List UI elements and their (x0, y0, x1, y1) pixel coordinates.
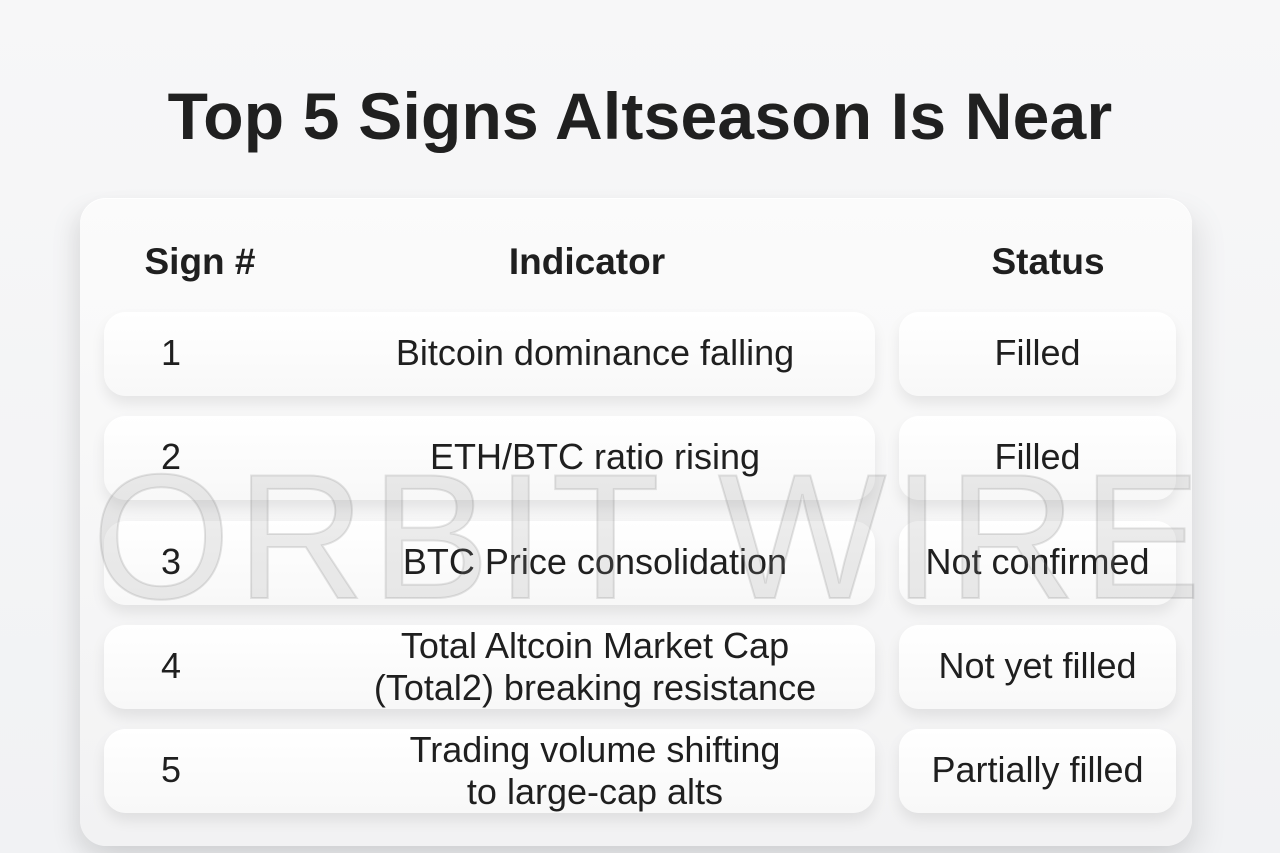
row-main-card (104, 312, 875, 396)
sign-number: 1 (160, 332, 182, 373)
row-status-card (899, 521, 1176, 605)
sign-number: 3 (160, 541, 182, 582)
status-text: Not yet filled (938, 645, 1137, 686)
signs-table: Sign # Indicator Status 1 Bitcoin domina… (80, 198, 1192, 846)
indicator-text: Total Altcoin Market Cap (Total2) breaki… (373, 625, 817, 708)
table-rows: 1 Bitcoin dominance falling Filled 2 ETH… (80, 198, 1192, 846)
table-row: 4 Total Altcoin Market Cap (Total2) brea… (80, 625, 1192, 711)
row-main-card (104, 521, 875, 605)
row-status-card (899, 625, 1176, 709)
row-main-card (104, 416, 875, 500)
row-status-card (899, 312, 1176, 396)
status-text: Not confirmed (925, 541, 1150, 582)
page-title: Top 5 Signs Altseason Is Near (167, 79, 1113, 153)
row-status-card (899, 416, 1176, 500)
header-status: Status (991, 241, 1105, 282)
table-row: 1 Bitcoin dominance falling Filled (80, 312, 1192, 398)
indicator-text: BTC Price consolidation (402, 541, 788, 582)
sign-number: 4 (160, 645, 182, 686)
sign-number: 5 (160, 749, 182, 790)
status-text: Partially filled (931, 749, 1144, 790)
row-main-card (104, 625, 875, 709)
sign-number: 2 (160, 436, 182, 477)
indicator-text: Bitcoin dominance falling (395, 332, 795, 373)
header-indicator: Indicator (508, 241, 666, 282)
indicator-text: ETH/BTC ratio rising (429, 436, 761, 477)
table-row: 2 ETH/BTC ratio rising Filled (80, 416, 1192, 502)
table-row: 3 BTC Price consolidation Not confirmed (80, 521, 1192, 607)
status-text: Filled (994, 332, 1081, 373)
indicator-text: Trading volume shifting to large-cap alt… (409, 729, 781, 812)
status-text: Filled (994, 436, 1081, 477)
table-header: Sign # Indicator Status (80, 241, 1192, 283)
table-row: 5 Trading volume shifting to large-cap a… (80, 729, 1192, 815)
row-main-card (104, 729, 875, 813)
row-status-card (899, 729, 1176, 813)
header-sign-number: Sign # (144, 241, 256, 282)
